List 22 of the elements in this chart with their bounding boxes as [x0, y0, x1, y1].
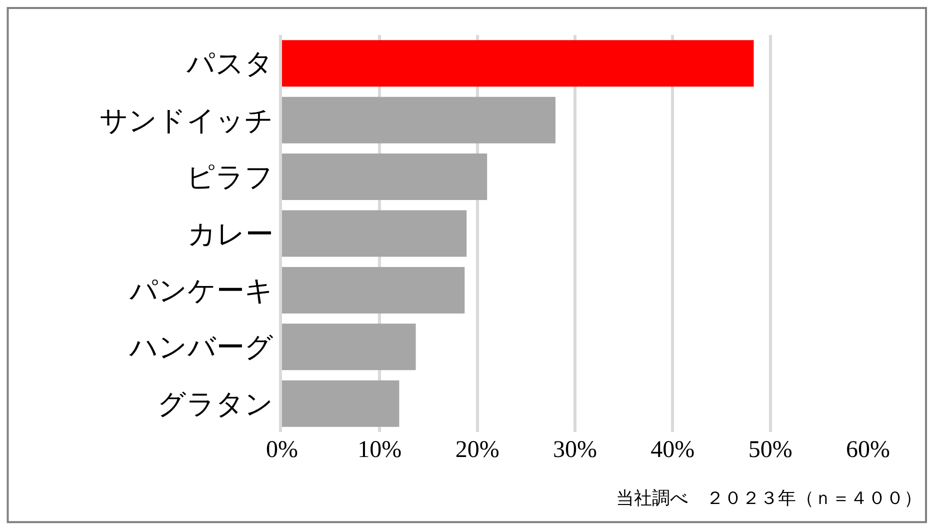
bar [282, 40, 754, 87]
text: 当社調べ ２０２３年（ｎ＝４００） [616, 488, 922, 508]
bar [282, 154, 488, 200]
x-tick-label: 50% [748, 437, 792, 463]
y-tick-label: パスタ [186, 49, 274, 80]
x-tick-label: 60% [846, 437, 890, 463]
bar [282, 266, 465, 314]
bar [282, 380, 400, 427]
x-tick-label: 20% [455, 437, 500, 463]
y-tick-label: グラタン [158, 389, 274, 420]
x-tick-label: 40% [650, 437, 695, 463]
x-tick-label: 30% [553, 437, 597, 463]
y-tick-label: ハンバーグ [128, 332, 274, 364]
y-tick-label: カレー [188, 219, 274, 250]
x-tick-label: 0% [266, 437, 298, 463]
bar [282, 324, 416, 370]
y-tick-label: サンドイッチ [100, 106, 274, 137]
bar [282, 96, 556, 144]
x-tick-label: 10% [358, 437, 402, 463]
y-tick-label: ピラフ [186, 162, 274, 194]
y-tick-label: パンケーキ [128, 276, 274, 308]
bar [282, 210, 467, 257]
